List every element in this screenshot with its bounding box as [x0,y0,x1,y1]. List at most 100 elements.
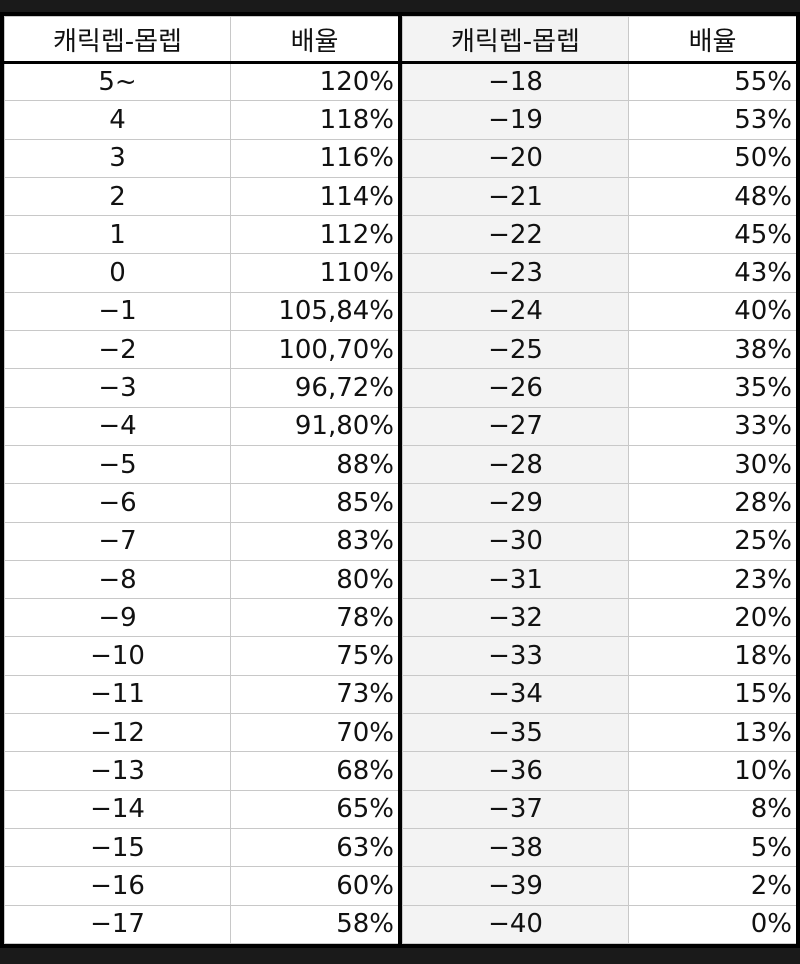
rate-cell[interactable]: 116% [230,138,398,178]
level-diff-cell[interactable]: −3 [4,368,231,408]
table-row: −5 88% [4,444,398,485]
level-diff-cell[interactable]: −39 [402,866,629,906]
rate-cell[interactable]: 55% [628,61,796,102]
level-diff-cell[interactable]: −9 [4,598,231,638]
rate-cell[interactable]: 25% [628,521,796,561]
rate-cell[interactable]: 120% [230,61,398,102]
rate-cell[interactable]: 75% [230,636,398,676]
rate-cell[interactable]: 83% [230,521,398,561]
level-diff-cell[interactable]: −7 [4,521,231,561]
level-diff-cell[interactable]: −40 [402,904,629,944]
rate-cell[interactable]: 73% [230,674,398,715]
level-diff-cell[interactable]: −17 [4,904,231,944]
level-diff-cell[interactable]: 3 [4,138,231,178]
rate-cell[interactable]: 0% [628,904,796,944]
level-diff-cell[interactable]: −36 [402,751,629,791]
level-diff-cell[interactable]: −21 [402,176,629,217]
rate-cell[interactable]: 118% [230,100,398,140]
rate-cell[interactable]: 91,80% [230,406,398,446]
rate-cell[interactable]: 80% [230,559,398,600]
rate-cell[interactable]: 30% [628,444,796,485]
level-diff-cell[interactable]: −34 [402,674,629,715]
level-diff-cell[interactable]: −22 [402,215,629,255]
level-diff-cell[interactable]: −25 [402,330,629,370]
level-diff-cell[interactable]: 1 [4,215,231,255]
rate-cell[interactable]: 23% [628,559,796,600]
level-diff-cell[interactable]: −35 [402,713,629,753]
level-diff-cell[interactable]: −23 [402,253,629,293]
level-diff-cell[interactable]: −31 [402,559,629,600]
level-diff-cell[interactable]: −8 [4,559,231,600]
level-diff-cell[interactable]: −18 [402,61,629,102]
rate-cell[interactable]: 10% [628,751,796,791]
rate-cell[interactable]: 28% [628,483,796,523]
level-diff-cell[interactable]: −33 [402,636,629,676]
rate-cell[interactable]: 58% [230,904,398,944]
level-diff-cell[interactable]: −4 [4,406,231,446]
level-diff-cell[interactable]: −6 [4,483,231,523]
level-diff-cell[interactable]: 2 [4,176,231,217]
level-diff-cell[interactable]: 4 [4,100,231,140]
rate-cell[interactable]: 112% [230,215,398,255]
level-diff-cell[interactable]: −19 [402,100,629,140]
rate-cell[interactable]: 100,70% [230,330,398,370]
rate-cell[interactable]: 110% [230,253,398,293]
level-diff-cell[interactable]: −30 [402,521,629,561]
level-diff-cell[interactable]: −11 [4,674,231,715]
rate-cell[interactable]: 20% [628,598,796,638]
level-rate-table-right: 캐릭렙-몹렙 배율 −18 55% −19 53% −20 50% −21 48% −22 45%… [402,16,796,944]
rate-cell[interactable]: 8% [628,789,796,829]
rate-cell[interactable]: 5% [628,827,796,868]
rate-cell[interactable]: 18% [628,636,796,676]
rate-cell[interactable]: 45% [628,215,796,255]
level-diff-cell[interactable]: −14 [4,789,231,829]
level-diff-cell[interactable]: 5~ [4,61,231,102]
rate-cell[interactable]: 60% [230,866,398,906]
header-rate[interactable]: 배율 [230,16,398,64]
level-diff-cell[interactable]: 0 [4,253,231,293]
rate-cell[interactable]: 85% [230,483,398,523]
rate-cell[interactable]: 2% [628,866,796,906]
rate-cell[interactable]: 88% [230,444,398,485]
header-rate[interactable]: 배율 [628,16,796,64]
level-diff-cell[interactable]: −16 [4,866,231,906]
rate-cell[interactable]: 15% [628,674,796,715]
rate-cell[interactable]: 53% [628,100,796,140]
level-diff-cell[interactable]: −15 [4,827,231,868]
rate-cell[interactable]: 105,84% [230,291,398,332]
level-diff-cell[interactable]: −1 [4,291,231,332]
rate-cell[interactable]: 43% [628,253,796,293]
level-diff-cell[interactable]: −27 [402,406,629,446]
header-level-diff[interactable]: 캐릭렙-몹렙 [402,16,629,64]
rate-cell[interactable]: 65% [230,789,398,829]
level-diff-cell[interactable]: −5 [4,444,231,485]
rate-cell[interactable]: 78% [230,598,398,638]
rate-cell[interactable]: 38% [628,330,796,370]
header-level-diff[interactable]: 캐릭렙-몹렙 [4,16,231,64]
table-row: 5~ 120% [4,61,398,102]
level-diff-cell[interactable]: −13 [4,751,231,791]
level-diff-cell[interactable]: −10 [4,636,231,676]
rate-cell[interactable]: 63% [230,827,398,868]
level-diff-cell[interactable]: −29 [402,483,629,523]
rate-cell[interactable]: 13% [628,713,796,753]
rate-cell[interactable]: 70% [230,713,398,753]
rate-cell[interactable]: 33% [628,406,796,446]
rate-cell[interactable]: 35% [628,368,796,408]
rate-cell[interactable]: 48% [628,176,796,217]
level-diff-cell[interactable]: −38 [402,827,629,868]
level-diff-cell[interactable]: −28 [402,444,629,485]
level-diff-cell[interactable]: −32 [402,598,629,638]
level-diff-cell[interactable]: −24 [402,291,629,332]
level-diff-cell[interactable]: −26 [402,368,629,408]
rate-cell[interactable]: 40% [628,291,796,332]
rate-cell[interactable]: 114% [230,176,398,217]
rate-cell[interactable]: 96,72% [230,368,398,408]
level-diff-cell[interactable]: −20 [402,138,629,178]
level-diff-cell[interactable]: −37 [402,789,629,829]
rate-cell[interactable]: 50% [628,138,796,178]
level-diff-cell[interactable]: −2 [4,330,231,370]
level-diff-cell[interactable]: −12 [4,713,231,753]
rate-cell[interactable]: 68% [230,751,398,791]
table-row: −19 53% [402,100,796,140]
